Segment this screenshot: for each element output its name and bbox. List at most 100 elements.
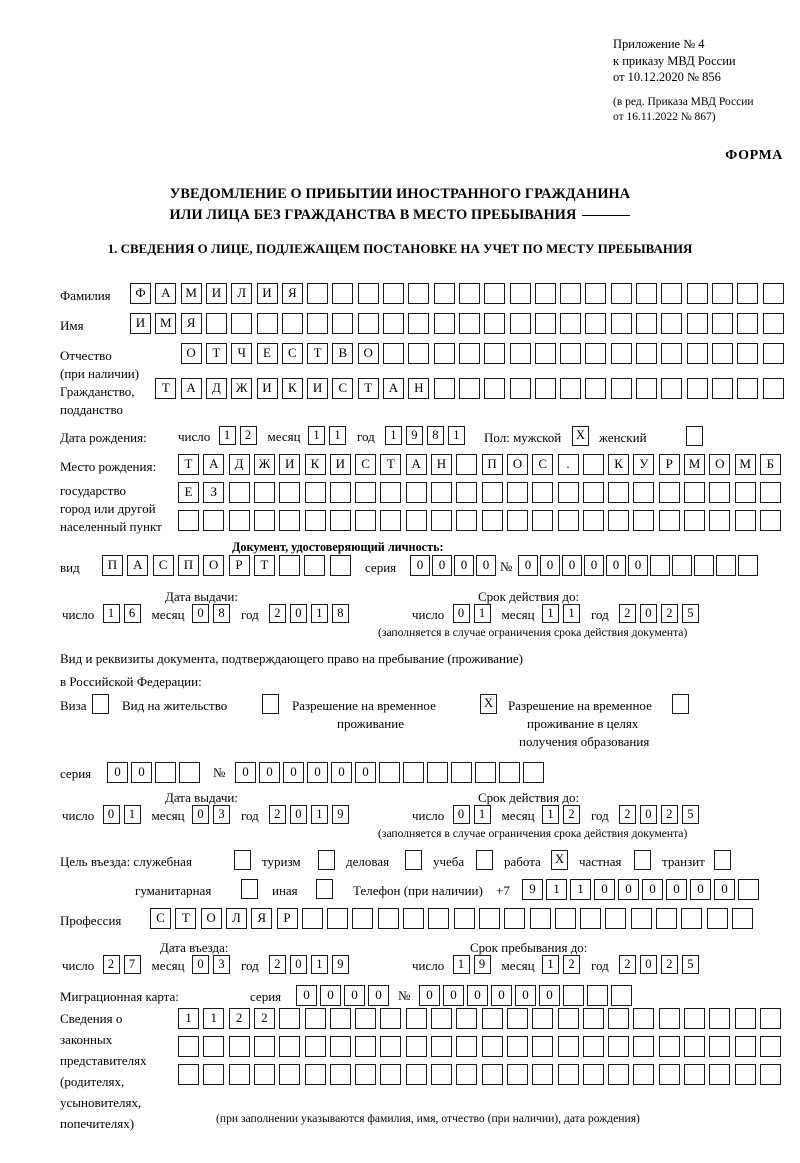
permit-number-cell[interactable] bbox=[403, 762, 424, 783]
entry-month-cell[interactable]: 3 bbox=[213, 955, 230, 974]
profession-cell[interactable] bbox=[605, 908, 627, 929]
doc-number-cell[interactable] bbox=[672, 555, 692, 576]
phone-cell[interactable]: 0 bbox=[618, 879, 639, 900]
legal-rep-r2-cell[interactable] bbox=[582, 1036, 604, 1057]
permit-number-cell[interactable]: 0 bbox=[331, 762, 352, 783]
doc-issue-day-cell[interactable]: 1 bbox=[102, 604, 120, 623]
firstname-cell[interactable] bbox=[205, 313, 227, 334]
legal-rep-r3-cell[interactable] bbox=[329, 1064, 351, 1085]
birth-place-r3-cell[interactable] bbox=[658, 510, 680, 531]
firstname-cell[interactable]: Я bbox=[180, 313, 202, 334]
purpose-transit-checkbox[interactable] bbox=[714, 850, 731, 870]
profession-cell[interactable]: С bbox=[150, 908, 171, 929]
phone-cell[interactable]: 1 bbox=[546, 879, 567, 900]
legal-rep-r3-cell[interactable] bbox=[506, 1064, 528, 1085]
surname-cell[interactable]: А bbox=[155, 283, 177, 304]
permit-series-cell[interactable] bbox=[155, 762, 176, 783]
legal-rep-r2-cell[interactable] bbox=[506, 1036, 528, 1057]
entry-year-cell[interactable]: 2 bbox=[268, 955, 286, 974]
legal-rep-r1-cell[interactable] bbox=[532, 1008, 554, 1029]
permit-series-cell[interactable]: 0 bbox=[131, 762, 152, 783]
birth-place-r3-cell[interactable] bbox=[405, 510, 427, 531]
legal-rep-r2-cell[interactable] bbox=[684, 1036, 705, 1057]
citizenship-cell[interactable]: Т bbox=[357, 378, 379, 399]
patronymic-cell[interactable] bbox=[560, 343, 582, 364]
doc-issue-month-cell[interactable]: 8 bbox=[213, 604, 230, 623]
legal-rep-r3-cell[interactable] bbox=[658, 1064, 680, 1085]
legal-rep-r2-cell[interactable] bbox=[532, 1036, 554, 1057]
permit-number-cell[interactable] bbox=[499, 762, 520, 783]
birth-place-r3-cell[interactable] bbox=[203, 510, 225, 531]
doc-type-cell[interactable]: Т bbox=[253, 555, 275, 576]
birth-place-r3-cell[interactable] bbox=[329, 510, 351, 531]
birth-place-r2-cell[interactable]: Е bbox=[178, 482, 199, 503]
firstname-cell[interactable] bbox=[281, 313, 303, 334]
doc-valid-year-cell[interactable]: 5 bbox=[681, 604, 699, 623]
visa-checkbox[interactable] bbox=[92, 694, 109, 714]
citizenship-cell[interactable] bbox=[585, 378, 607, 399]
legal-rep-r2-cell[interactable] bbox=[178, 1036, 199, 1057]
birth-place-r1-cell[interactable]: Т bbox=[178, 454, 199, 475]
doc-type-cell[interactable]: А bbox=[127, 555, 149, 576]
doc-valid-day-cell[interactable]: 0 bbox=[452, 604, 470, 623]
birth-place-r2-cell[interactable] bbox=[355, 482, 377, 503]
surname-cell[interactable] bbox=[661, 283, 683, 304]
migration-number-cell[interactable] bbox=[587, 985, 608, 1006]
birth-place-r1-cell[interactable] bbox=[582, 454, 604, 475]
legal-rep-r3-cell[interactable] bbox=[405, 1064, 427, 1085]
doc-type-cell[interactable]: С bbox=[152, 555, 174, 576]
permit-issue-year-cell[interactable]: 1 bbox=[310, 805, 328, 824]
phone-cell[interactable]: 1 bbox=[570, 879, 591, 900]
profession-cell[interactable]: Т bbox=[175, 908, 197, 929]
birth-place-r2-cell[interactable] bbox=[304, 482, 326, 503]
legal-rep-r1-cell[interactable] bbox=[582, 1008, 604, 1029]
temp-res-edu-checkbox[interactable] bbox=[672, 694, 689, 714]
legal-rep-r2-cell[interactable] bbox=[431, 1036, 452, 1057]
legal-rep-r2-cell[interactable] bbox=[734, 1036, 756, 1057]
purpose-work-checkbox[interactable]: X bbox=[551, 850, 568, 870]
birth-place-r2-cell[interactable] bbox=[709, 482, 731, 503]
birth-place-r3-cell[interactable] bbox=[633, 510, 655, 531]
legal-rep-r1-cell[interactable] bbox=[405, 1008, 427, 1029]
firstname-cell[interactable] bbox=[636, 313, 657, 334]
profession-cell[interactable] bbox=[504, 908, 526, 929]
doc-series-cell[interactable]: 0 bbox=[410, 555, 430, 576]
citizenship-cell[interactable] bbox=[661, 378, 683, 399]
legal-rep-r3-cell[interactable] bbox=[253, 1064, 275, 1085]
permit-number-cell[interactable] bbox=[475, 762, 496, 783]
birth-place-r2-cell[interactable] bbox=[253, 482, 275, 503]
citizenship-cell[interactable]: Т bbox=[155, 378, 177, 399]
permit-valid-year-cell[interactable]: 2 bbox=[660, 805, 678, 824]
patronymic-cell[interactable] bbox=[661, 343, 683, 364]
doc-issue-year-cell[interactable]: 0 bbox=[289, 604, 307, 623]
legal-rep-r2-cell[interactable] bbox=[759, 1036, 781, 1057]
doc-number-cell[interactable]: 0 bbox=[518, 555, 538, 576]
birth-place-r1-cell[interactable]: С bbox=[355, 454, 377, 475]
birth-place-r1-cell[interactable]: К bbox=[304, 454, 326, 475]
citizenship-cell[interactable]: Ж bbox=[231, 378, 253, 399]
permit-number-cell[interactable]: 0 bbox=[307, 762, 328, 783]
firstname-cell[interactable] bbox=[661, 313, 683, 334]
doc-type-cell[interactable] bbox=[329, 555, 351, 576]
patronymic-cell[interactable]: О bbox=[180, 343, 202, 364]
birth-place-r1-cell[interactable]: О bbox=[506, 454, 528, 475]
entry-year-cell[interactable]: 1 bbox=[310, 955, 328, 974]
stay-day-cell[interactable]: 9 bbox=[473, 955, 491, 974]
profession-cell[interactable] bbox=[478, 908, 500, 929]
migration-number-cell[interactable]: 0 bbox=[539, 985, 560, 1006]
doc-number-cell[interactable]: 0 bbox=[540, 555, 560, 576]
citizenship-cell[interactable] bbox=[711, 378, 733, 399]
citizenship-cell[interactable] bbox=[484, 378, 506, 399]
birth-place-r2-cell[interactable] bbox=[633, 482, 655, 503]
surname-cell[interactable] bbox=[509, 283, 531, 304]
surname-cell[interactable]: И bbox=[256, 283, 278, 304]
legal-rep-r1-cell[interactable] bbox=[684, 1008, 705, 1029]
birth-place-r1-cell[interactable]: У bbox=[633, 454, 655, 475]
doc-issue-year-cell[interactable]: 2 bbox=[268, 604, 286, 623]
birth-place-r1-cell[interactable]: О bbox=[709, 454, 731, 475]
birth-day-cell[interactable]: 1 bbox=[218, 426, 236, 445]
patronymic-cell[interactable] bbox=[636, 343, 657, 364]
profession-cell[interactable]: Я bbox=[251, 908, 273, 929]
legal-rep-r1-cell[interactable] bbox=[380, 1008, 402, 1029]
purpose-private-checkbox[interactable] bbox=[634, 850, 651, 870]
